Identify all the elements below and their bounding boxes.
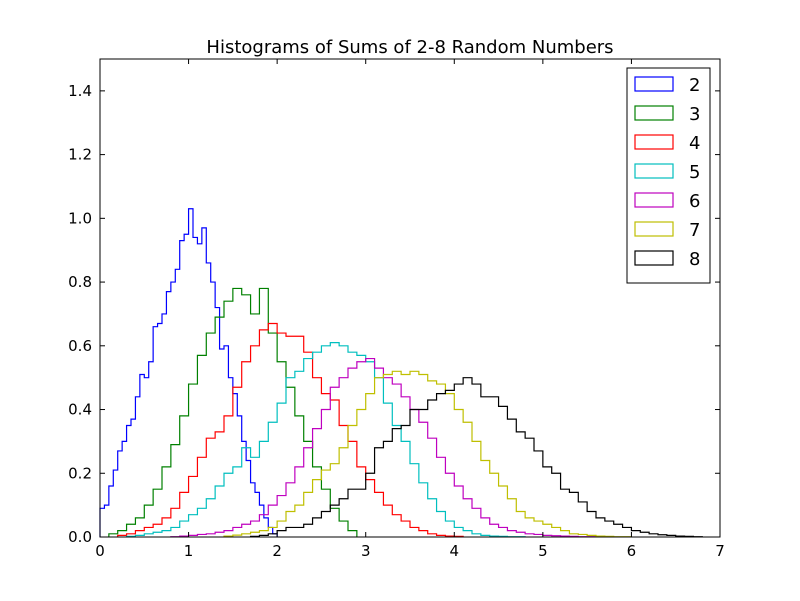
- y-tick-label: 0.4: [68, 401, 92, 419]
- x-tick-label: 3: [361, 542, 371, 560]
- y-tick-label: 0.6: [68, 337, 92, 355]
- legend-label-7: 7: [689, 220, 700, 241]
- y-tick-label: 1.2: [68, 146, 92, 164]
- plot-area: [99, 208, 703, 538]
- series-5-step: [125, 342, 526, 538]
- y-tick-label: 1.4: [68, 82, 92, 100]
- y-tick-label: 0.2: [68, 464, 92, 482]
- axes: 0 1 2 3 4 5 6 7 0.0 0.2 0.4 0.6 0.8 1.0 1.2 1.4: [68, 59, 725, 560]
- series-8-step: [249, 377, 703, 538]
- legend-swatch-6: [634, 192, 674, 208]
- x-tick-label: 6: [627, 542, 637, 560]
- legend-swatch-2: [634, 76, 674, 92]
- legend-box: [626, 67, 711, 284]
- legend: 2 3 4 5 6 7 8: [626, 67, 711, 284]
- y-tick-label: 0.0: [68, 528, 92, 546]
- x-tick-label: 7: [715, 542, 725, 560]
- series-7-step: [223, 370, 633, 538]
- series-3-step: [108, 287, 358, 537]
- x-tick-label: 2: [272, 542, 282, 560]
- legend-label-2: 2: [689, 75, 700, 96]
- legend-label-4: 4: [689, 133, 700, 154]
- x-tick-label: 5: [538, 542, 548, 560]
- legend-label-5: 5: [689, 162, 700, 183]
- legend-label-3: 3: [689, 104, 700, 125]
- series-6-step: [170, 357, 597, 538]
- series-2-step: [99, 208, 278, 537]
- legend-label-8: 8: [689, 249, 700, 270]
- legend-swatch-7: [634, 221, 674, 237]
- plot-frame: [99, 58, 721, 538]
- series-4-step: [117, 322, 464, 537]
- legend-swatch-3: [634, 105, 674, 121]
- y-tick-label: 1.0: [68, 209, 92, 227]
- y-tick-label: 0.8: [68, 273, 92, 291]
- legend-swatch-4: [634, 134, 674, 150]
- x-tick-label: 0: [95, 542, 105, 560]
- x-tick-label: 4: [450, 542, 460, 560]
- chart-title: Histograms of Sums of 2-8 Random Numbers: [206, 37, 613, 58]
- legend-label-6: 6: [689, 191, 700, 212]
- legend-swatch-8: [634, 250, 674, 266]
- x-tick-label: 1: [184, 542, 194, 560]
- legend-swatch-5: [634, 163, 674, 179]
